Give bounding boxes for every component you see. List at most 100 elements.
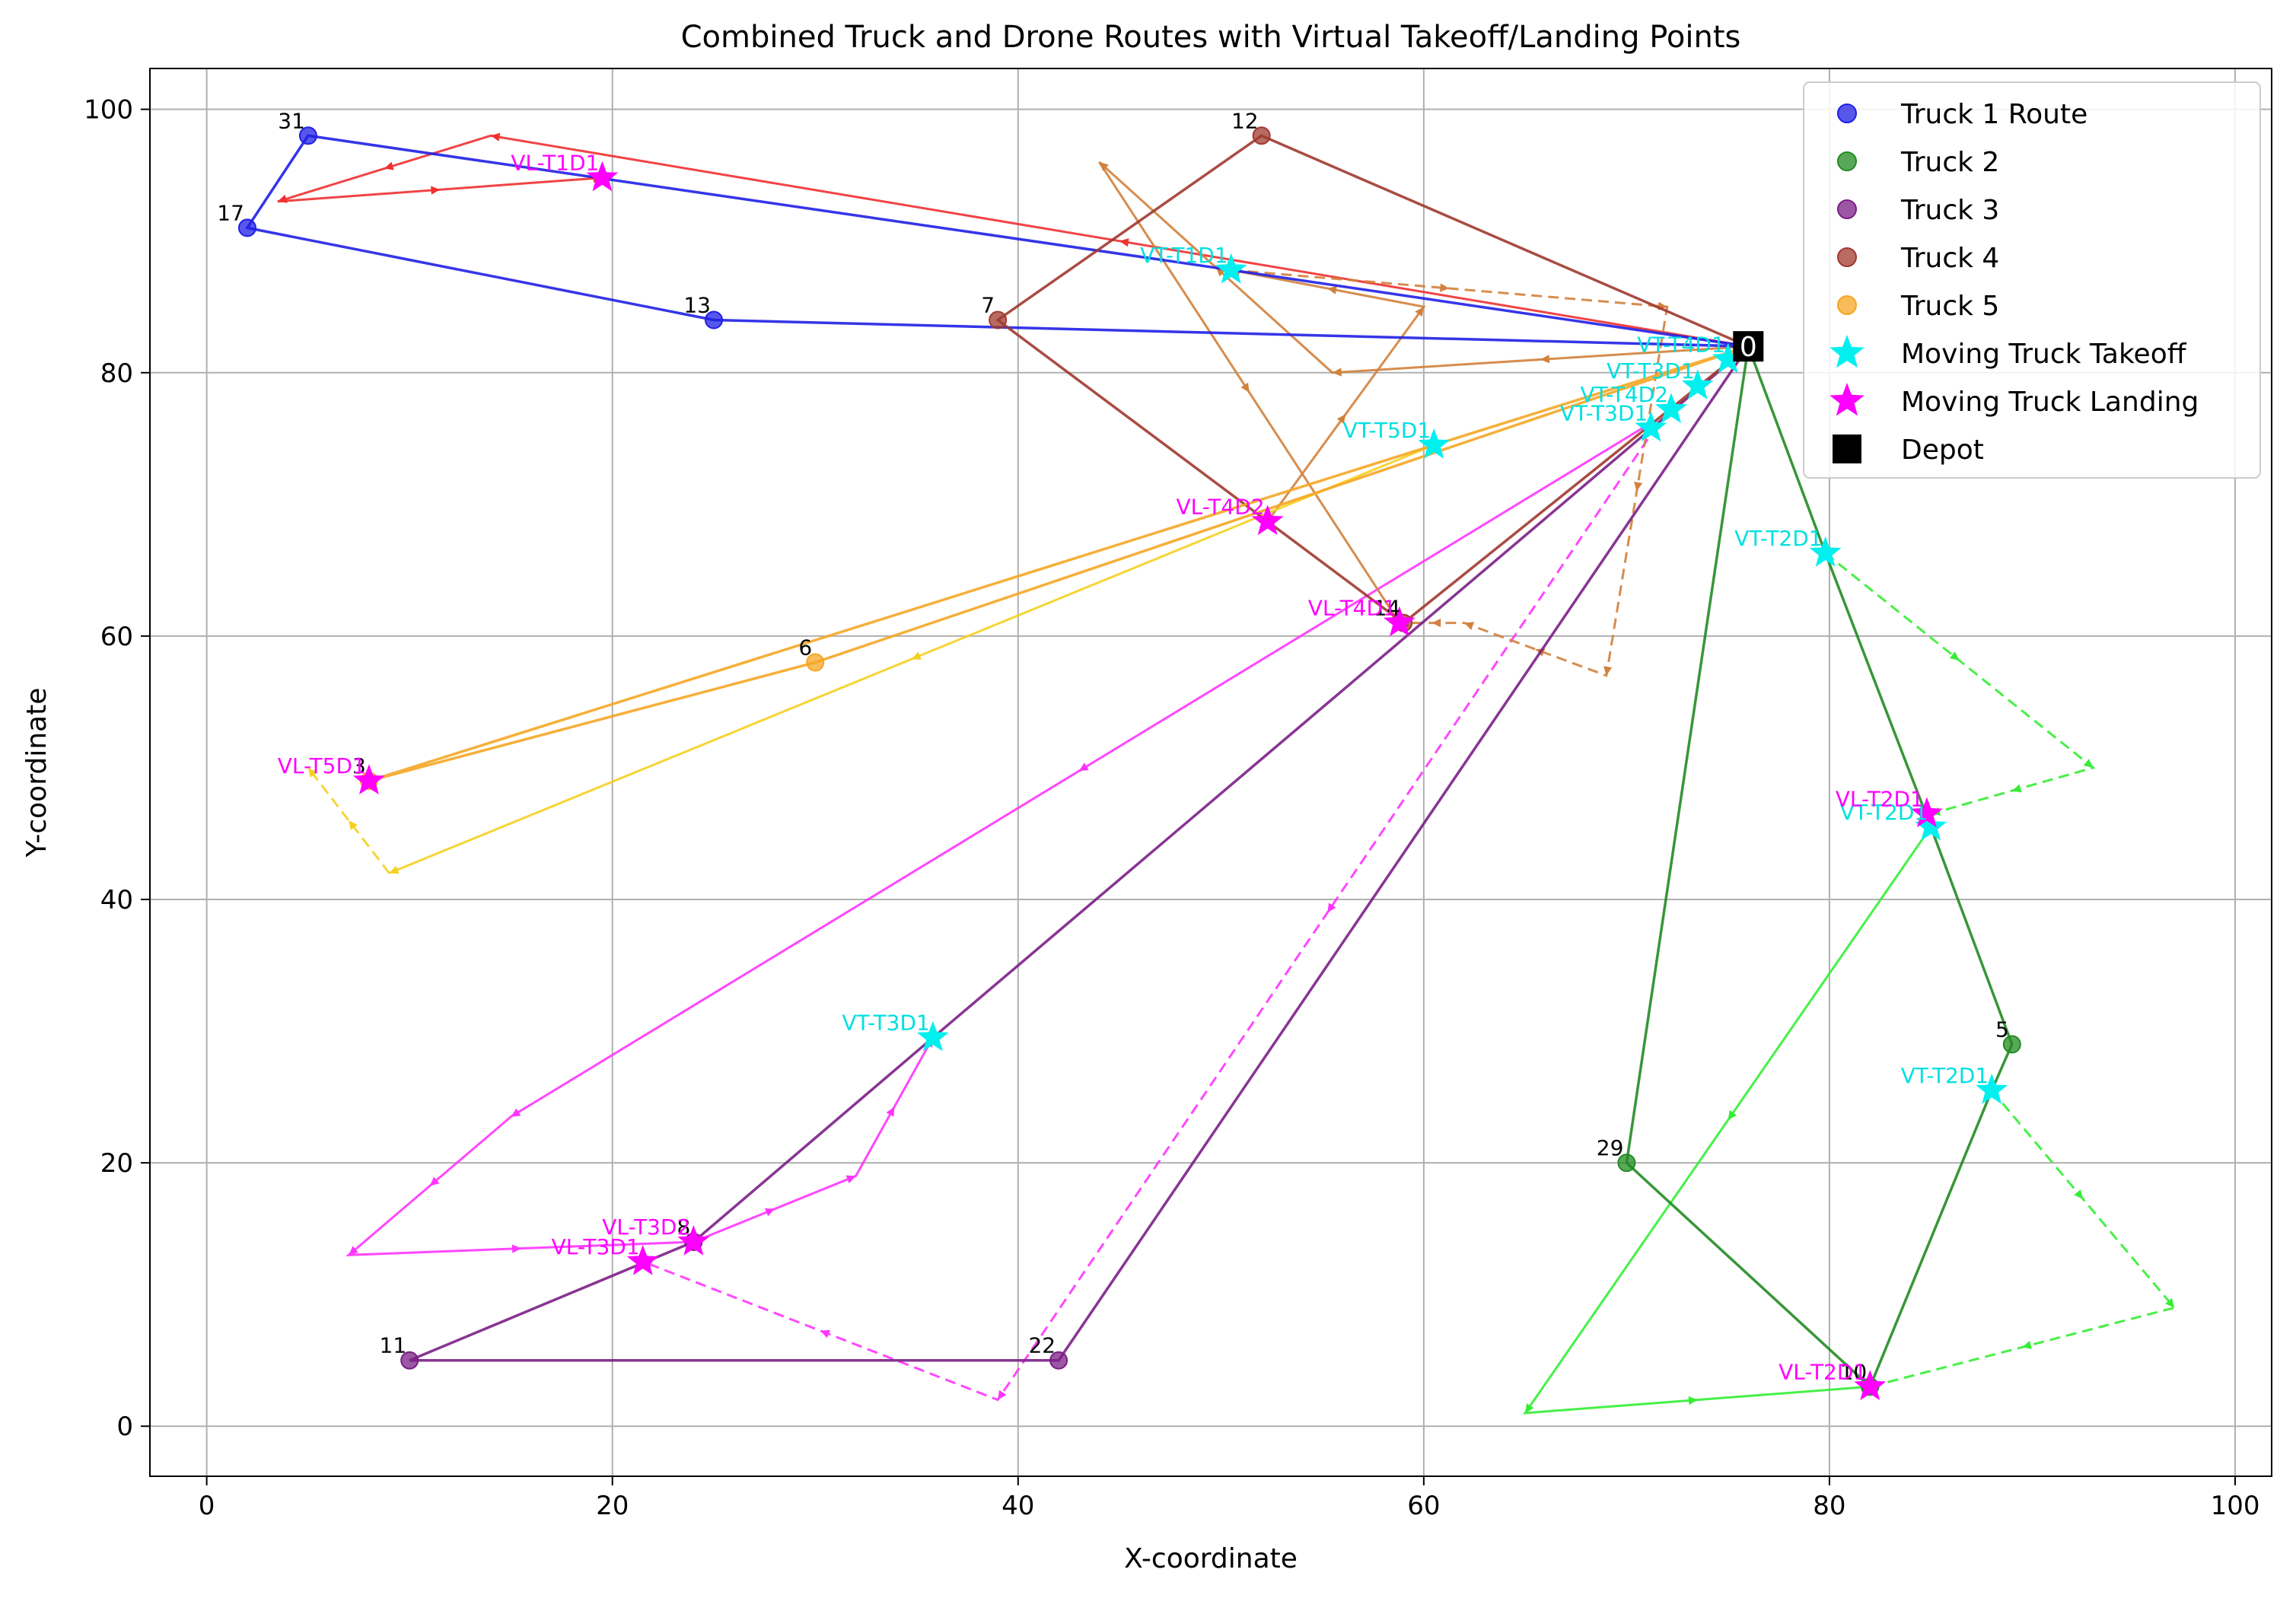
drone-arrowhead: [1431, 618, 1441, 628]
legend-label: Truck 3: [1900, 195, 1999, 226]
takeoff-label: VT-T2D1: [1734, 526, 1823, 551]
takeoff-label: VT-T2D1: [1840, 800, 1928, 825]
node-id-label: 8: [677, 1214, 690, 1240]
drone-arrowhead: [1440, 283, 1450, 292]
takeoff-label: VT-T4D2: [1581, 382, 1669, 407]
legend-label: Truck 4: [1900, 243, 1999, 274]
drone-path: [1231, 269, 1669, 677]
node-id-label: 14: [1374, 596, 1401, 621]
landing-label: VL-T2D1: [1836, 787, 1924, 812]
truck-routes: [245, 134, 2014, 1389]
chart-title: Combined Truck and Drone Routes with Vir…: [681, 20, 1741, 55]
customer-node: [1252, 126, 1271, 145]
drone-arrowhead: [1728, 1110, 1737, 1120]
landing-star: [1384, 606, 1415, 637]
legend: Truck 1 Route Truck 2 Truck 3 Truck 4 Truck …: [1803, 81, 2261, 479]
plot-frame: [149, 68, 2272, 1477]
drone-arrowhead: [349, 820, 358, 830]
legend-label: Truck 5: [1900, 291, 1999, 322]
y-tick-label: 60: [100, 622, 133, 652]
takeoff-label: VT-T3D1: [1560, 400, 1648, 425]
takeoff-star: [1681, 369, 1714, 400]
node-id-label: 5: [1995, 1017, 2009, 1042]
takeoff-star: [1418, 428, 1451, 459]
takeoff-star: [1635, 411, 1667, 442]
takeoff-label: VT-T5D1: [1343, 418, 1431, 443]
takeoff-star: [1215, 253, 1247, 284]
y-tick-label: 100: [84, 95, 133, 126]
legend-marker: [1833, 435, 1861, 463]
legend-marker: [1837, 295, 1857, 315]
landing-label: VL-T3D1: [552, 1234, 640, 1259]
drone-arrowhead: [490, 132, 501, 142]
drone-arrowhead: [429, 1176, 440, 1186]
route-points: [237, 126, 2021, 1401]
landing-star: [677, 1225, 710, 1256]
legend-label: Truck 1 Route: [1900, 99, 2087, 130]
truck-route-line: [368, 345, 1749, 782]
customer-node: [704, 310, 723, 329]
node-id-label: 6: [798, 635, 812, 660]
customer-node: [1049, 1351, 1068, 1370]
legend-marker: [1829, 335, 1865, 368]
drone-arrowhead: [1078, 762, 1089, 772]
y-tick-label: 40: [100, 885, 133, 915]
drone-arrowhead: [1415, 307, 1424, 317]
node-id-label: 3: [352, 753, 366, 778]
y-tick-label: 0: [116, 1412, 133, 1442]
truck-route-line: [409, 345, 1750, 1362]
customer-node: [1617, 1154, 1636, 1173]
customer-node: [2002, 1035, 2021, 1054]
x-tick-label: 0: [199, 1491, 215, 1521]
drone-arrowhead: [1327, 902, 1336, 913]
landing-star: [1854, 1370, 1887, 1401]
drone-arrowhead: [1327, 285, 1337, 294]
takeoff-label: VT-T1D1: [1140, 243, 1228, 268]
landing-label: VL-T4D2: [1177, 494, 1265, 519]
depot-marker: [1733, 331, 1764, 362]
drone-path: [1869, 1089, 2177, 1388]
drone-arrowhead: [1332, 368, 1342, 377]
takeoff-label: VT-T3D1: [1607, 358, 1695, 384]
drone-arrowhead: [1525, 1403, 1534, 1413]
drone-arrowhead: [277, 194, 288, 203]
legend-marker: [1837, 103, 1857, 123]
drone-arrowhead: [911, 651, 922, 660]
node-id-label: 13: [683, 293, 711, 318]
landing-star: [1251, 505, 1284, 536]
drone-arrowhead: [2165, 1297, 2175, 1308]
x-axis-label: X-coordinate: [1124, 1543, 1298, 1574]
landing-label: VL-T5D1: [278, 753, 366, 778]
landing-star: [352, 764, 385, 794]
landing-label: VL-T4D1: [1308, 596, 1396, 621]
legend-marker: [1837, 199, 1857, 219]
takeoff-star: [1915, 810, 1947, 841]
truck-route-line: [1625, 345, 2014, 1389]
takeoff-label: VT-T4D1: [1637, 332, 1725, 357]
landing-label: VL-T3D2: [602, 1214, 690, 1240]
takeoff-star: [1712, 342, 1744, 374]
drone-arrowhead: [998, 1389, 1007, 1400]
drone-path: [1523, 826, 1932, 1415]
node-id-label: 10: [1840, 1359, 1868, 1384]
point-labels: 31171352910221181271463VT-T1D1VT-T4D1VT-…: [217, 108, 2009, 1384]
drone-path: [388, 444, 1435, 874]
drone-arrowhead: [1119, 238, 1129, 247]
drone-arrowhead: [511, 1108, 521, 1117]
legend-label: Truck 2: [1900, 147, 1999, 178]
x-tick-label: 20: [596, 1491, 629, 1521]
customer-node: [806, 653, 825, 672]
drone-path: [1824, 552, 2096, 815]
drone-arrowhead: [307, 767, 317, 778]
drone-arrowhead: [2011, 784, 2022, 793]
drone-arrowhead: [1949, 651, 1960, 661]
y-tick-label: 80: [100, 358, 133, 389]
drone-path: [642, 425, 1658, 1402]
x-tick-label: 40: [1002, 1491, 1034, 1521]
drone-arrowhead: [1634, 482, 1643, 492]
y-tick-label: 20: [100, 1148, 133, 1179]
legend-label: Moving Truck Takeoff: [1901, 339, 2187, 370]
drone-arrowhead: [1603, 666, 1613, 676]
drone-arrowhead: [384, 161, 394, 170]
depot-label: 0: [1740, 332, 1757, 363]
